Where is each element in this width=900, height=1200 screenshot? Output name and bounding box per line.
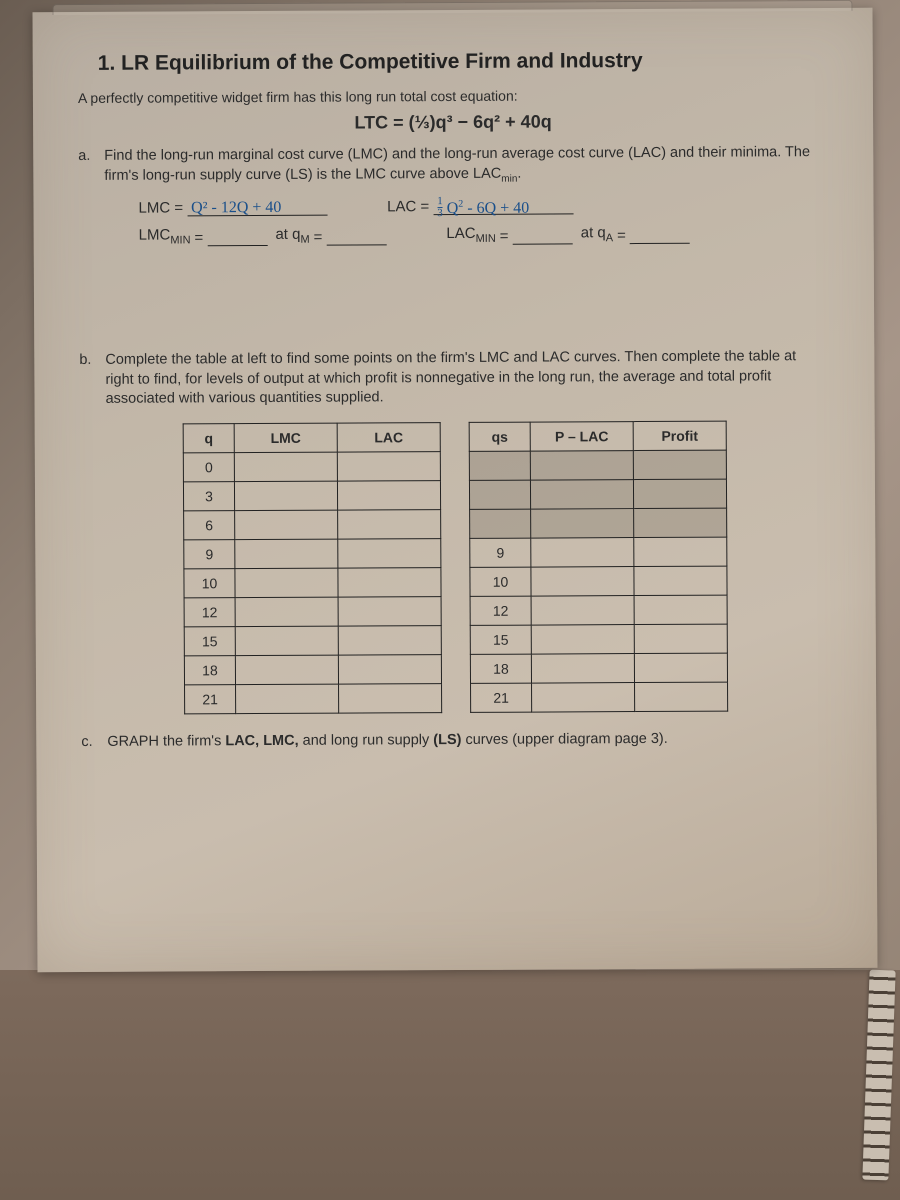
page-title: 1. LR Equilibrium of the Competitive Fir…	[98, 48, 828, 76]
table-row: 21	[471, 682, 728, 712]
table-row: 0	[183, 451, 440, 481]
lac-cell: LAC = 13 Q2 - 6Q + 40	[387, 195, 573, 215]
table-row: 10	[184, 567, 441, 597]
section-a-text: Find the long-run marginal cost curve (L…	[104, 144, 810, 183]
at-qa: at qA	[576, 224, 613, 244]
table-row: 15	[184, 625, 441, 655]
section-b-letter: b.	[79, 351, 101, 371]
table-row: 18	[470, 653, 727, 683]
table-row: 12	[184, 596, 441, 626]
lmc-label: LMC =	[138, 199, 183, 216]
table-row: 9	[470, 537, 727, 567]
table-row: 3	[183, 480, 440, 510]
eq1: =	[194, 229, 203, 246]
section-a-letter: a.	[78, 147, 100, 167]
min-row: LMCMIN = at qM = LACMIN = at qA =	[139, 223, 829, 247]
table-right: qs P – LAC Profit 9 10 12 15 18 21	[469, 420, 729, 712]
tr-h-profit: Profit	[633, 421, 726, 450]
eq3: =	[500, 228, 509, 245]
section-a: a. Find the long-run marginal cost curve…	[78, 143, 828, 188]
table-row: 15	[470, 624, 727, 654]
tl-h-lmc: LMC	[234, 423, 337, 453]
table-row: 9	[184, 538, 441, 568]
section-c-text: GRAPH the firm's LAC, LMC, and long run …	[107, 729, 827, 752]
section-c: c. GRAPH the firm's LAC, LMC, and long r…	[81, 729, 831, 752]
lacmin-cell: LACMIN = at qA =	[446, 224, 690, 245]
qa-blank[interactable]	[630, 225, 690, 244]
section-a-end: .	[517, 165, 521, 181]
table-row: 6	[184, 509, 441, 539]
lac-label: LAC =	[387, 198, 429, 215]
table-right-body: 9 10 12 15 18 21	[469, 450, 727, 712]
table-row: 18	[184, 654, 441, 684]
table-left-body: 0 3 6 9 10 12 15 18 21	[183, 451, 441, 713]
lmcmin-cell: LMCMIN = at qM =	[139, 225, 387, 246]
lmc-handwritten: Q² - 12Q + 40	[187, 199, 285, 217]
lac-blank[interactable]: 13 Q2 - 6Q + 40	[433, 195, 573, 215]
tr-h-plac: P – LAC	[530, 421, 633, 451]
table-row	[469, 479, 726, 509]
spacer	[79, 251, 829, 345]
tl-h-lac: LAC	[337, 422, 440, 452]
lmc-cell: LMC = Q² - 12Q + 40	[138, 197, 327, 217]
lacmin-blank[interactable]	[512, 225, 572, 244]
table-left: q LMC LAC 0 3 6 9 10 12 15 18 21	[183, 422, 443, 714]
lac-handwritten: 13 Q2 - 6Q + 40	[433, 200, 533, 218]
ltc-equation: LTC = (⅓)q³ − 6q² + 40q	[78, 110, 828, 135]
eq2: =	[314, 229, 323, 246]
at-qm: at qM	[271, 226, 309, 246]
table-row: 21	[185, 683, 442, 713]
section-b: b. Complete the table at left to find so…	[79, 347, 829, 410]
tables-container: q LMC LAC 0 3 6 9 10 12 15 18 21 qs P – …	[80, 420, 832, 715]
table-row	[469, 450, 726, 480]
tl-h-q: q	[183, 423, 234, 452]
intro-text: A perfectly competitive widget firm has …	[78, 86, 828, 106]
table-row	[470, 508, 727, 538]
table-row: 12	[470, 595, 727, 625]
section-a-body: Find the long-run marginal cost curve (L…	[104, 143, 824, 188]
lmc-blank[interactable]: Q² - 12Q + 40	[187, 197, 327, 217]
lmc-lac-row: LMC = Q² - 12Q + 40 LAC = 13 Q2 - 6Q + 4…	[138, 194, 828, 217]
eq4: =	[617, 227, 626, 244]
qm-blank[interactable]	[326, 226, 386, 245]
desk-surface	[0, 970, 900, 1200]
worksheet-page: 1. LR Equilibrium of the Competitive Fir…	[32, 8, 877, 972]
lmcmin-blank[interactable]	[207, 227, 267, 246]
lacmin-sub: min	[501, 173, 517, 184]
lacmin-label: LACMIN	[446, 225, 495, 245]
section-b-text: Complete the table at left to find some …	[105, 347, 825, 409]
lmcmin-label: LMCMIN	[139, 226, 191, 246]
table-row: 10	[470, 566, 727, 596]
tr-h-qs: qs	[469, 422, 530, 451]
section-c-letter: c.	[81, 732, 103, 752]
